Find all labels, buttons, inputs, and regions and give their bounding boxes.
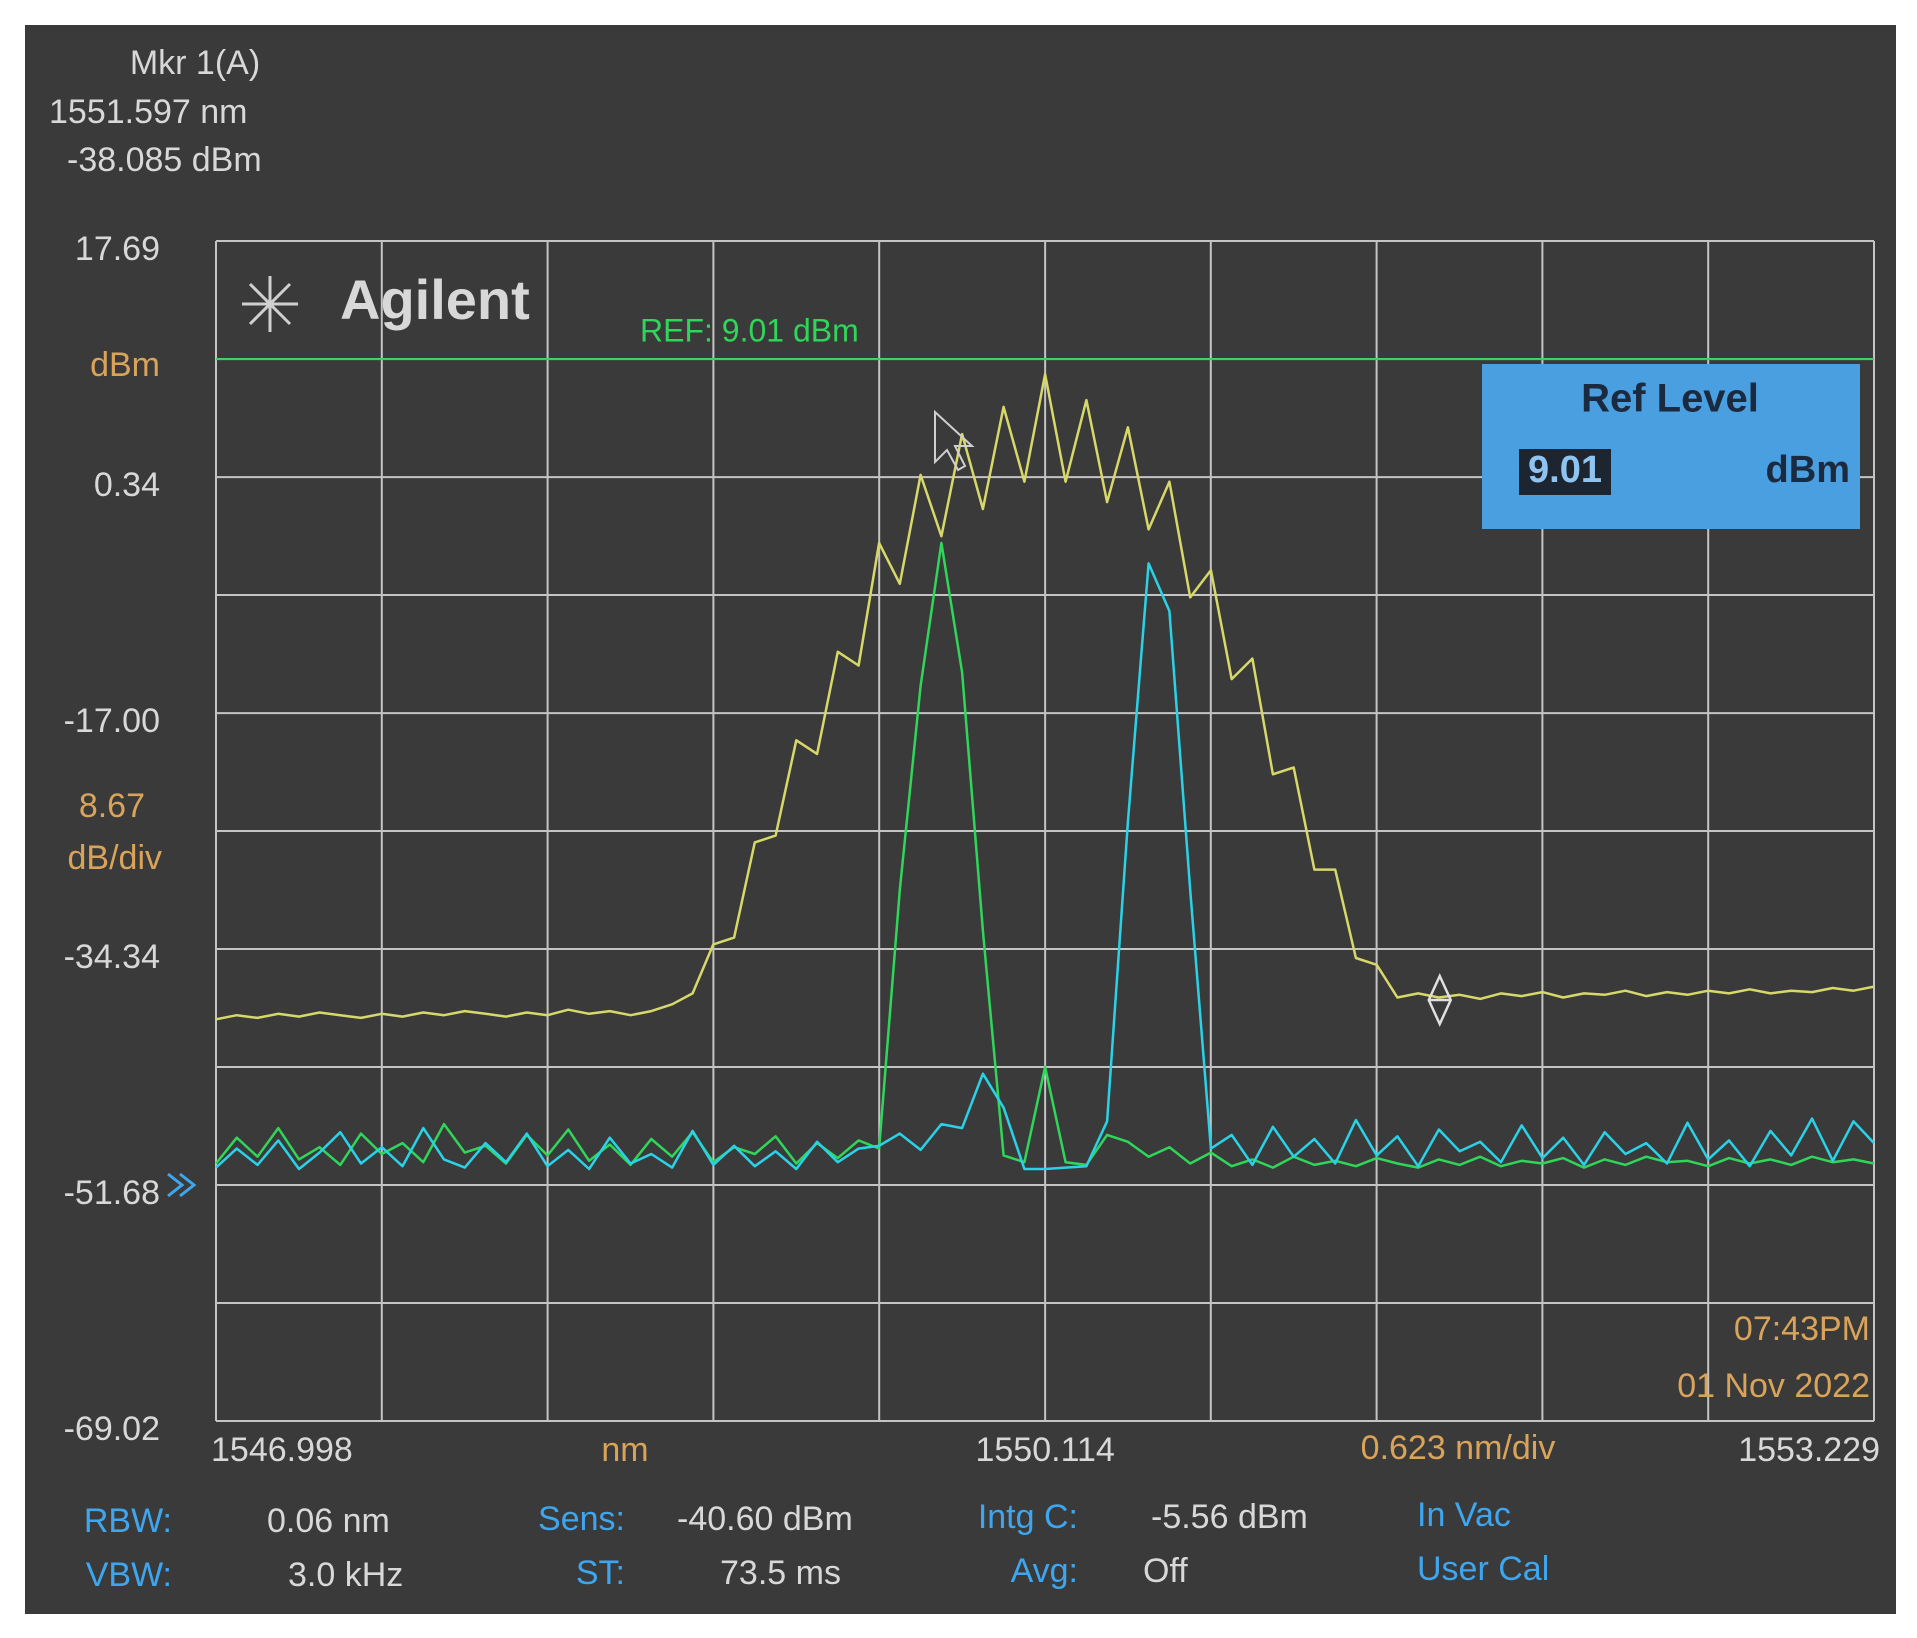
ref-level-unit: dBm <box>1766 449 1850 491</box>
setting-label: Intg C: <box>978 1498 1078 1536</box>
brand-logo <box>242 276 298 332</box>
plot-area: REF: 9.01 dBm <box>215 240 1875 1422</box>
reference-label: REF: 9.01 dBm <box>640 313 859 349</box>
y-tick-label: -69.02 <box>64 1410 160 1448</box>
y-tick-label: -51.68 <box>64 1174 160 1212</box>
x-unit: nm <box>601 1431 648 1469</box>
x-tick-label: 1550.114 <box>975 1431 1114 1469</box>
y-tick-label: 0.34 <box>94 466 160 504</box>
marker-x-readout: 1551.597 nm <box>49 93 248 131</box>
setting-value: -5.56 dBm <box>1151 1498 1308 1536</box>
mouse-cursor <box>934 409 975 472</box>
x-tick-label: 1546.998 <box>211 1431 353 1469</box>
ref-level-input[interactable] <box>1519 449 1611 495</box>
setting-label: RBW: <box>84 1502 172 1540</box>
trace <box>215 541 1875 1169</box>
ref-level-box[interactable] <box>1482 364 1860 529</box>
marker <box>1427 973 1453 1028</box>
setting-label: Avg: <box>1011 1552 1078 1590</box>
y-unit: dBm <box>90 346 160 384</box>
setting-label: Sens: <box>538 1500 625 1538</box>
setting-value: Off <box>1143 1552 1188 1590</box>
ref-level-value: 9.01 <box>1528 449 1602 491</box>
trace <box>215 562 1875 1171</box>
y-scale-unit: dB/div <box>68 839 163 877</box>
marker-name: Mkr 1(A) <box>130 44 260 82</box>
y-tick-label: -34.34 <box>64 938 160 976</box>
setting-value: -40.60 dBm <box>677 1500 853 1538</box>
y-tick-label: -17.00 <box>64 702 160 740</box>
setting-label: ST: <box>576 1554 625 1592</box>
setting-value: 3.0 kHz <box>288 1556 403 1594</box>
status: User Cal <box>1417 1550 1549 1588</box>
setting-value: 0.06 nm <box>267 1502 390 1540</box>
y-tick-label: 17.69 <box>75 230 160 268</box>
x-scale: 0.623 nm/div <box>1361 1429 1556 1467</box>
time: 07:43PM <box>1734 1310 1870 1348</box>
trace <box>215 372 1875 1021</box>
y-scale: 8.67 <box>79 787 145 825</box>
date: 01 Nov 2022 <box>1677 1367 1870 1405</box>
x-tick-label: 1553.229 <box>1738 1431 1880 1469</box>
setting-label: VBW: <box>86 1556 172 1594</box>
status: In Vac <box>1417 1496 1511 1534</box>
screen-background <box>25 25 1896 1614</box>
setting-value: 73.5 ms <box>720 1554 841 1592</box>
ref-position-indicator <box>167 1172 197 1198</box>
brand-name: Agilent <box>340 268 530 331</box>
marker-y-readout: -38.085 dBm <box>67 141 262 179</box>
ref-level-title: Ref Level <box>1581 377 1759 421</box>
